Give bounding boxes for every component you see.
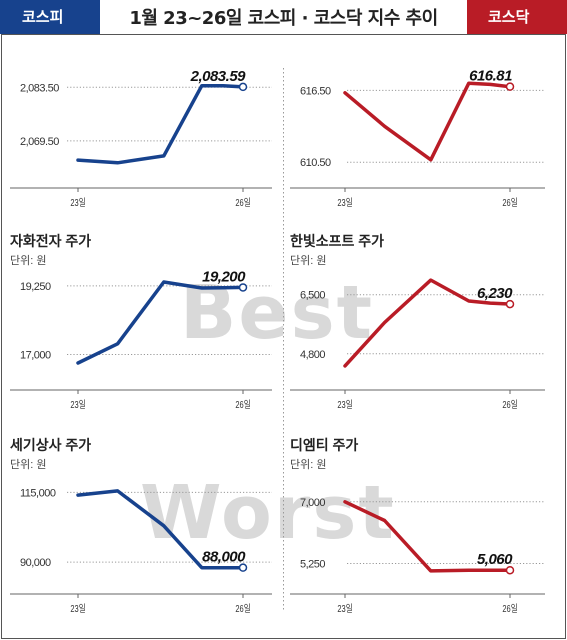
kospi-header-label: 코스피 xyxy=(22,8,64,26)
end-point-marker xyxy=(238,283,248,292)
page-title: 1월 23~26일 코스피 · 코스닥 지수 추이 xyxy=(129,8,438,29)
last-value-label: 19,200 xyxy=(202,268,246,285)
x-tick-label: 23일 xyxy=(337,197,352,208)
watermark-worst: Worst xyxy=(140,470,396,556)
y-tick-label: 5,250 xyxy=(300,559,325,571)
chart-title: 디엠티 주가 xyxy=(290,437,358,453)
last-value-label: 88,000 xyxy=(202,549,246,566)
y-tick-label: 17,000 xyxy=(20,350,51,362)
y-tick-label: 610.50 xyxy=(300,157,331,169)
x-tick-label: 26일 xyxy=(235,603,250,614)
x-tick-label: 23일 xyxy=(70,399,85,410)
kosdaq-header-label: 코스닥 xyxy=(488,8,530,26)
x-tick-label: 23일 xyxy=(70,197,85,208)
x-tick-label: 26일 xyxy=(502,399,517,410)
series-line xyxy=(343,500,512,573)
kosdaq-header-box xyxy=(467,0,567,34)
unit-label: 단위: 원 xyxy=(290,458,326,471)
y-tick-label: 2,083.50 xyxy=(20,82,59,94)
last-value-label: 5,060 xyxy=(477,551,513,568)
outer-border xyxy=(1,34,566,639)
chart-title: 자화전자 주가 xyxy=(10,233,91,249)
y-tick-label: 616.50 xyxy=(300,85,331,97)
series-line xyxy=(76,489,245,570)
y-tick-label: 19,250 xyxy=(20,281,51,293)
series-line xyxy=(76,83,245,165)
charts-group: 2,069.50 2,083.50 23일 26일 2,083.59 610.50 616.… xyxy=(10,68,545,614)
unit-label: 단위: 원 xyxy=(10,458,46,471)
x-tick-label: 23일 xyxy=(337,399,352,410)
x-tick-label: 26일 xyxy=(502,603,517,614)
y-tick-label: 115,000 xyxy=(20,487,56,499)
x-tick-label: 26일 xyxy=(502,197,517,208)
chart-title: 한빛소프트 주가 xyxy=(290,233,384,249)
unit-label: 단위: 원 xyxy=(10,254,46,267)
y-tick-label: 4,800 xyxy=(300,349,325,361)
end-point-marker xyxy=(505,565,515,575)
last-value-label: 6,230 xyxy=(477,285,513,302)
y-tick-label: 6,500 xyxy=(300,290,325,302)
last-value-label: 2,083.59 xyxy=(190,68,247,85)
series-line xyxy=(343,278,512,368)
last-value-label: 616.81 xyxy=(469,68,512,85)
y-tick-label: 7,000 xyxy=(300,497,325,509)
kospi-header-box xyxy=(0,0,100,34)
end-point-marker xyxy=(238,563,248,572)
chart-title: 세기상사 주가 xyxy=(10,437,91,453)
y-tick-label: 2,069.50 xyxy=(20,136,59,148)
x-tick-label: 23일 xyxy=(70,603,85,614)
x-tick-label: 23일 xyxy=(337,603,352,614)
x-tick-label: 26일 xyxy=(235,197,250,208)
end-point-marker xyxy=(238,82,248,92)
y-tick-label: 90,000 xyxy=(20,557,51,569)
watermark-best: Best xyxy=(180,270,375,356)
end-point-marker xyxy=(505,82,515,91)
end-point-marker xyxy=(505,299,515,309)
x-tick-label: 26일 xyxy=(235,399,250,410)
series-line xyxy=(343,81,512,162)
unit-label: 단위: 원 xyxy=(290,254,326,267)
series-line xyxy=(76,280,245,365)
